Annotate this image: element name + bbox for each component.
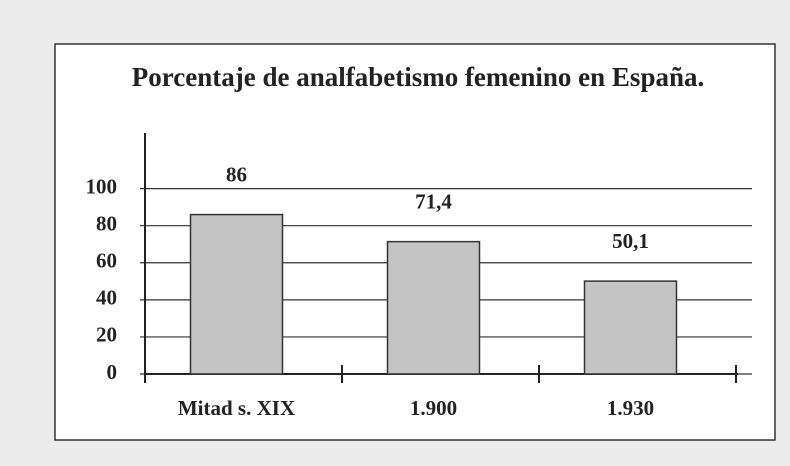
value-label: 71,4 [415, 189, 452, 213]
y-tick-label: 80 [96, 212, 117, 236]
bar [386, 240, 481, 375]
y-tick-label: 100 [86, 174, 118, 198]
y-tick-label: 40 [96, 286, 117, 310]
bar [189, 213, 284, 375]
value-label: 50,1 [612, 229, 649, 253]
x-tick-label: 1.900 [410, 396, 457, 420]
y-tick-label: 20 [96, 323, 117, 347]
y-tick-label: 0 [107, 360, 118, 384]
chart-title: Porcentaje de analfabetismo femenino en … [132, 62, 704, 92]
value-label: 86 [226, 162, 247, 186]
x-tick-label: Mitad s. XIX [178, 396, 295, 420]
x-tick-label: 1.930 [607, 396, 654, 420]
y-tick-label: 60 [96, 249, 117, 273]
bar [583, 280, 678, 375]
